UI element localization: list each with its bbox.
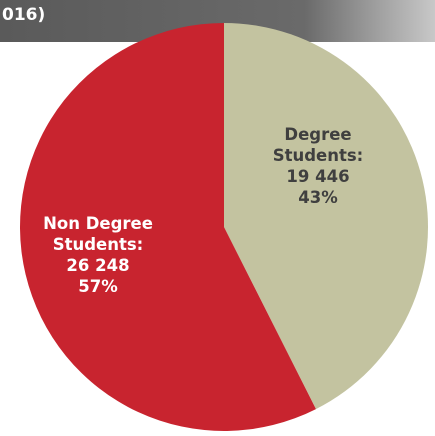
header-text: 016): [2, 5, 45, 25]
slice-label: Degree Students: 19 446 43%: [248, 124, 388, 208]
category-label: Non Degree Students:: [28, 213, 168, 255]
slice-label: Non Degree Students: 26 248 57%: [28, 213, 168, 297]
category-label: Degree Students:: [248, 124, 388, 166]
value-label: 19 446: [248, 166, 388, 187]
share-label: 43%: [248, 187, 388, 208]
share-label: 57%: [28, 276, 168, 297]
page: {"chart_data": {"type": "pie", "title": …: [0, 0, 435, 436]
value-label: 26 248: [28, 255, 168, 276]
